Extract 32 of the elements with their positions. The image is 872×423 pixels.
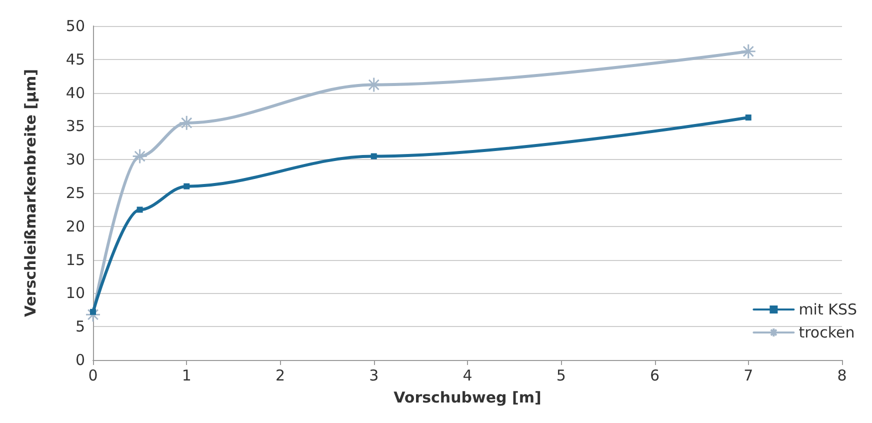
- legend-label: trocken: [798, 324, 855, 342]
- y-tick-label: 15: [66, 250, 85, 269]
- y-tick-label: 40: [66, 84, 85, 102]
- y-tick-label: 50: [66, 17, 85, 35]
- point: [740, 44, 756, 60]
- y-tick-label: 35: [66, 117, 85, 136]
- x-tick-label: 0: [88, 366, 98, 384]
- y-tick-label: 5: [75, 318, 85, 336]
- x-tick-label: 7: [744, 366, 754, 384]
- x-axis-title: Vorschubweg [m]: [394, 388, 542, 406]
- x-tick-label: 5: [556, 366, 566, 384]
- y-axis-title: Verschleißmarkenbreite [µm]: [22, 68, 40, 318]
- legend-label: mit KSS: [798, 300, 858, 318]
- x-tick-label: 8: [837, 366, 847, 384]
- point: [90, 308, 96, 315]
- point: [745, 114, 752, 121]
- x-tick-label: 4: [462, 366, 472, 384]
- x-tick-label: 3: [369, 366, 379, 384]
- point: [136, 206, 143, 213]
- point: [85, 306, 101, 322]
- y-tick-label: 0: [75, 351, 85, 369]
- x-tick-label: 6: [650, 366, 660, 384]
- y-tick-label: 10: [66, 284, 85, 302]
- y-tick-label: 45: [66, 50, 85, 68]
- x-tick-label: 1: [182, 366, 192, 384]
- point: [184, 183, 190, 190]
- x-tick-label: 2: [275, 366, 286, 384]
- y-tick-label: 30: [66, 150, 85, 169]
- y-tick-label: 25: [66, 184, 85, 202]
- point: [370, 153, 377, 160]
- point: [132, 148, 148, 164]
- y-tick-label: 20: [66, 217, 85, 236]
